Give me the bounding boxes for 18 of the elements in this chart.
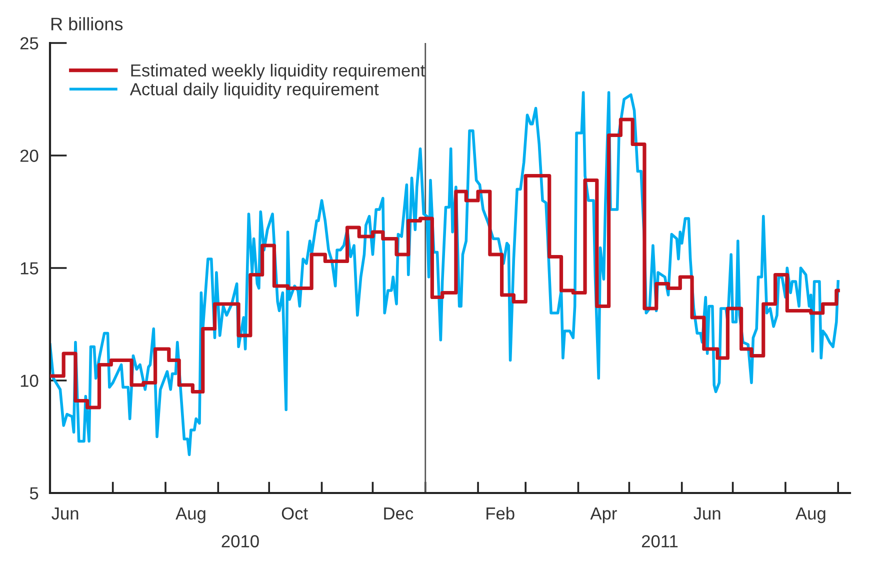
x-tick-label: Apr — [590, 508, 617, 524]
y-tick-label: 10 — [20, 374, 38, 387]
y-axis-title: R billions — [51, 17, 123, 30]
x-tick-label: Aug — [796, 508, 826, 524]
y-tick-label: 20 — [20, 150, 38, 162]
legend-label: Actual daily liquidity requirement — [130, 82, 379, 99]
y-tick-label: 15 — [20, 262, 38, 274]
legend-label: Estimated weekly liquidity requirement — [131, 64, 425, 80]
x-tick-label: Dec — [384, 508, 414, 520]
x2-tick-label: 2011 — [642, 535, 678, 548]
x2-tick-label: 2010 — [222, 535, 259, 548]
y-tick-label: 5 — [30, 487, 38, 500]
x-tick-label: Jun — [52, 508, 78, 520]
x-tick-label: Aug — [176, 508, 206, 524]
x-tick-label: Feb — [486, 506, 514, 520]
y-tick-label: 25 — [20, 37, 38, 50]
x-tick-label: Jun — [694, 508, 720, 520]
x-tick-label: Oct — [282, 507, 308, 520]
